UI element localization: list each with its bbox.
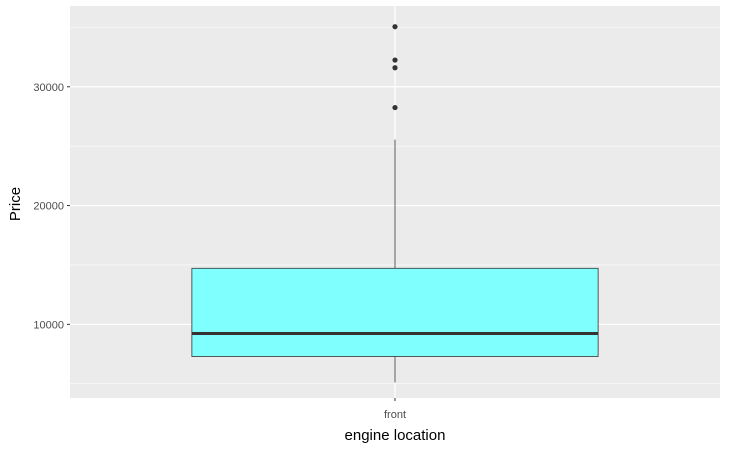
box-layer (191, 24, 599, 383)
y-tick-label: 10000 (33, 319, 64, 331)
outlier-point (392, 24, 398, 30)
x-tick-label: front (384, 409, 406, 421)
y-axis-title: Price (7, 187, 24, 221)
axes: 10000 20000 30000 front (33, 82, 406, 421)
outlier-point (392, 57, 398, 63)
outlier-point (392, 65, 398, 71)
outlier-point (392, 104, 398, 111)
x-axis-title: engine location (345, 427, 446, 444)
iqr-box (191, 267, 599, 357)
y-tick-label: 20000 (33, 201, 64, 213)
y-tick-label: 30000 (33, 82, 64, 94)
